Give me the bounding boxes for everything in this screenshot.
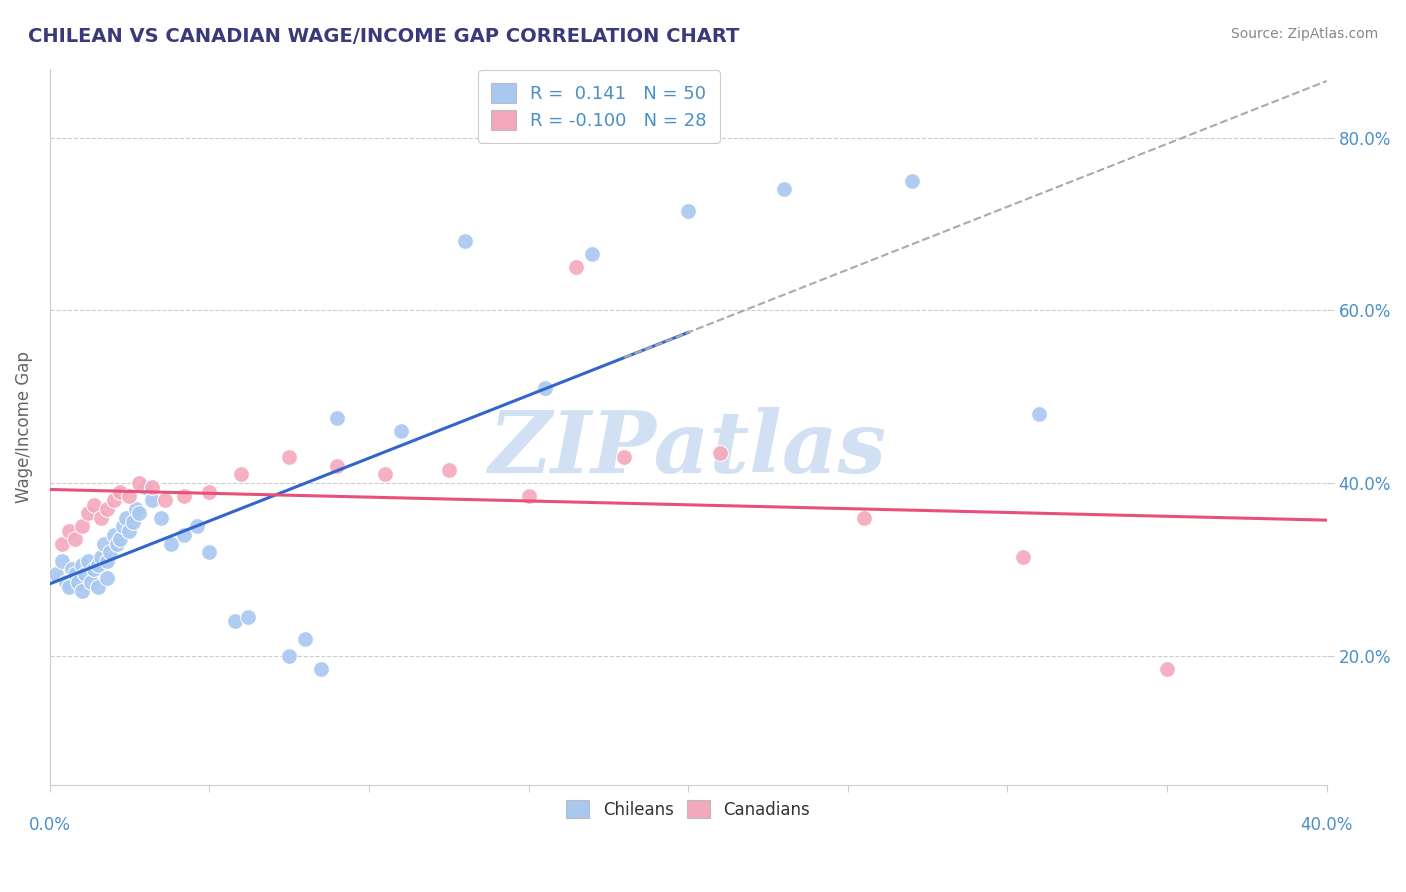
Point (98, 545, 121, 559)
Point (58, 580, 80, 594)
Point (517, 489, 540, 503)
Point (709, 446, 731, 460)
Point (63, 566, 86, 581)
Point (77, 507, 100, 521)
Point (900, 174, 922, 188)
Point (60, 562, 83, 576)
Point (198, 484, 221, 499)
Text: ZIPatlas: ZIPatlas (489, 407, 887, 491)
Point (108, 484, 131, 499)
Point (676, 204, 699, 219)
Point (103, 493, 125, 508)
Point (581, 247, 603, 261)
Text: CHILEAN VS CANADIAN WAGE/INCOME GAP CORRELATION CHART: CHILEAN VS CANADIAN WAGE/INCOME GAP CORR… (28, 27, 740, 45)
Point (67, 575, 90, 590)
Point (125, 502, 148, 516)
Point (389, 425, 412, 439)
Point (63, 533, 86, 547)
Point (186, 519, 208, 533)
Point (294, 632, 316, 646)
Point (51, 554, 73, 568)
Point (326, 458, 349, 473)
Point (326, 411, 349, 425)
Point (80, 575, 103, 590)
Point (173, 489, 195, 503)
Point (1028, 407, 1050, 421)
Point (153, 493, 176, 508)
Point (73, 566, 96, 581)
Legend: Chileans, Canadians: Chileans, Canadians (558, 792, 818, 827)
Point (108, 533, 131, 547)
Point (533, 381, 555, 395)
Point (58, 524, 80, 538)
Point (773, 182, 796, 196)
Point (103, 528, 125, 542)
Point (105, 536, 128, 550)
Point (90, 549, 112, 564)
Point (70, 584, 93, 599)
Point (45, 566, 67, 581)
Point (173, 528, 195, 542)
Point (128, 507, 150, 521)
Point (118, 524, 141, 538)
Point (51, 536, 73, 550)
Text: 0.0%: 0.0% (28, 815, 70, 834)
Point (128, 476, 150, 491)
Point (93, 536, 115, 550)
Point (141, 493, 163, 508)
Point (70, 558, 93, 573)
Point (278, 450, 301, 465)
Point (90, 510, 112, 524)
Point (96, 571, 118, 585)
Point (70, 519, 93, 533)
Point (86, 558, 108, 573)
Point (231, 467, 253, 482)
Point (115, 510, 138, 524)
Point (118, 489, 141, 503)
Point (437, 463, 460, 477)
Text: Source: ZipAtlas.com: Source: ZipAtlas.com (1230, 27, 1378, 41)
Point (198, 545, 221, 559)
Point (112, 519, 135, 533)
Point (96, 502, 118, 516)
Point (1156, 662, 1178, 676)
Point (141, 480, 163, 494)
Point (77, 554, 100, 568)
Point (150, 510, 173, 524)
Point (278, 648, 301, 663)
Point (160, 536, 183, 550)
Point (83, 498, 105, 512)
Point (852, 510, 875, 524)
Point (374, 467, 396, 482)
Point (236, 610, 259, 624)
Point (96, 554, 118, 568)
Point (55, 575, 77, 590)
Point (565, 260, 588, 275)
Point (309, 662, 332, 676)
Point (121, 515, 143, 529)
Point (613, 450, 636, 465)
Point (83, 562, 105, 576)
Point (454, 234, 477, 248)
Y-axis label: Wage/Income Gap: Wage/Income Gap (15, 351, 32, 503)
Point (224, 615, 246, 629)
Point (134, 480, 156, 494)
Point (86, 580, 108, 594)
Point (1012, 549, 1035, 564)
Text: 40.0%: 40.0% (1301, 815, 1353, 834)
